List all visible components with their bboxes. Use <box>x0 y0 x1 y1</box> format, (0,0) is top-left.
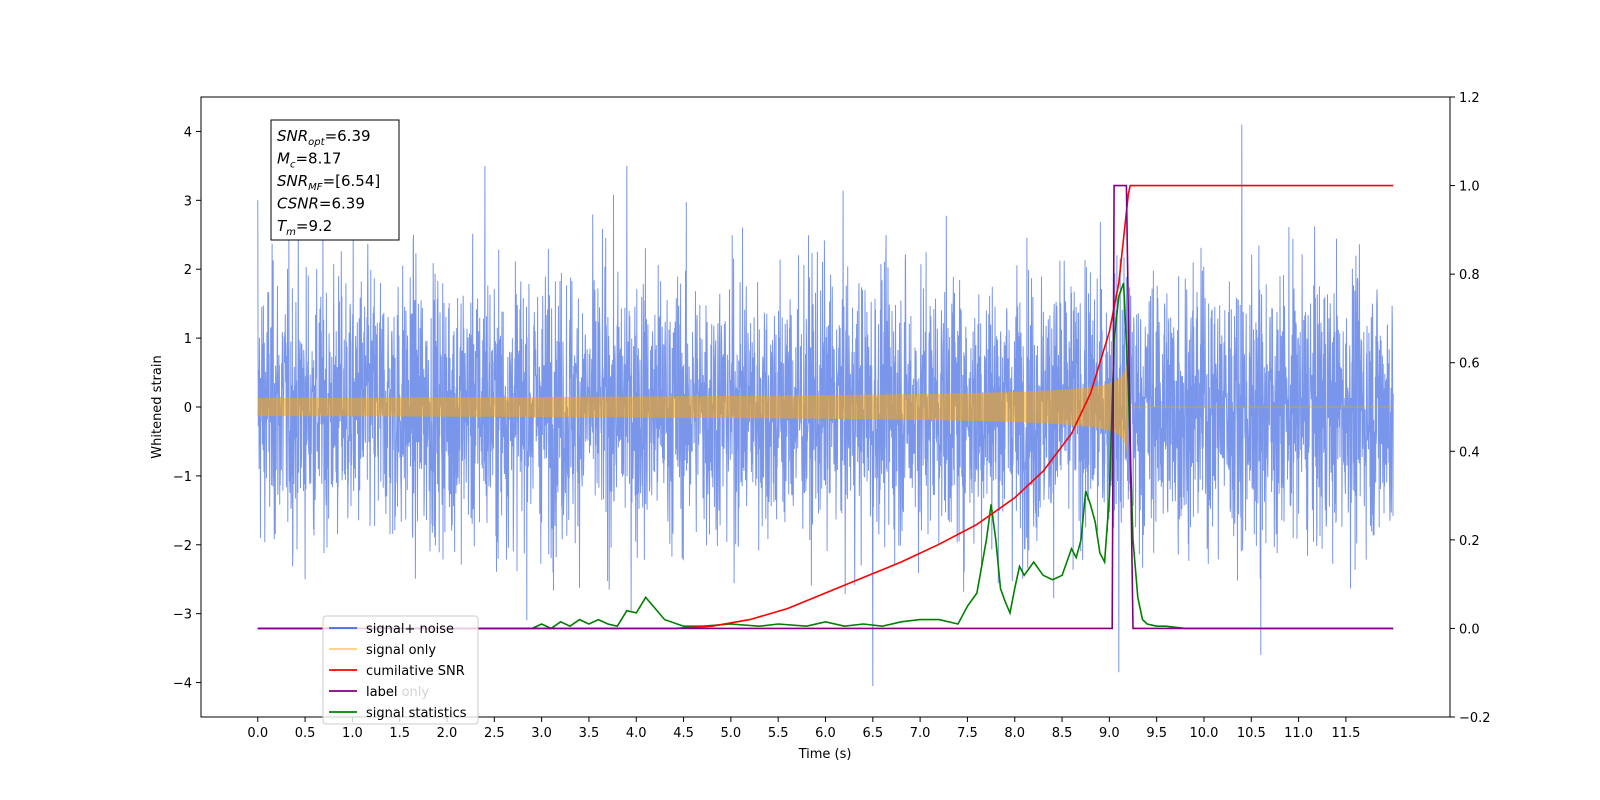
plot-area <box>257 124 1394 687</box>
y-axis-label: Whitened strain <box>150 355 165 458</box>
stat-subscript: opt <box>308 137 325 148</box>
legend-label: signal only <box>366 643 436 658</box>
x-tick-label: 11.0 <box>1284 726 1313 741</box>
x-tick-label: 2.0 <box>437 726 458 741</box>
series-signal-only <box>257 347 1394 460</box>
x-tick-label: 8.5 <box>1052 726 1073 741</box>
legend-label: signal statistics <box>366 706 467 721</box>
stats-box-line: SNRopt=6.39 <box>277 127 371 148</box>
stats-box-line: SNRMF=[6.54] <box>277 172 380 193</box>
stat-subscript: c <box>290 160 296 171</box>
y-tick-label: 2 <box>184 263 192 278</box>
stats-box-line: Mc=8.17 <box>277 150 341 171</box>
x-tick-label: 3.5 <box>579 726 600 741</box>
y-right-tick-label: 1.0 <box>1459 180 1480 195</box>
x-tick-label: 0.0 <box>247 726 268 741</box>
stat-subscript: m <box>286 227 296 238</box>
stat-symbol: T <box>277 217 288 235</box>
y-axis-left: −4 −3 −2 −1 0 1 2 3 4 <box>173 125 201 692</box>
x-axis-label: Time (s) <box>798 747 852 762</box>
legend-label: label <box>366 685 397 700</box>
legend-label-hidden: label only <box>366 685 429 700</box>
stat-value: =6.39 <box>325 127 371 145</box>
x-tick-label: 6.0 <box>815 726 836 741</box>
x-tick-label: 3.0 <box>531 726 552 741</box>
y-right-tick-label: 0.0 <box>1459 622 1480 637</box>
y-axis-right: −0.2 0.0 0.2 0.4 0.6 0.8 1.0 1.2 <box>1450 91 1491 726</box>
stat-value: =6.39 <box>319 195 365 213</box>
y-tick-label: 0 <box>184 401 192 416</box>
legend-label: cumilative SNR <box>366 664 465 679</box>
stat-value: =[6.54] <box>323 172 381 190</box>
y-tick-label: −4 <box>173 677 192 692</box>
x-tick-label: 7.5 <box>957 726 978 741</box>
x-tick-label: 7.0 <box>910 726 931 741</box>
stat-symbol: SNR <box>277 172 308 190</box>
series-signal-noise <box>257 124 1394 687</box>
series-cumulative-snr <box>257 184 1394 630</box>
x-tick-label: 9.0 <box>1099 726 1120 741</box>
stat-subscript: MF <box>308 182 323 193</box>
x-tick-label: 6.5 <box>862 726 883 741</box>
stat-value: =8.17 <box>295 150 341 168</box>
y-tick-label: −2 <box>173 539 192 554</box>
y-tick-label: −3 <box>173 608 192 623</box>
x-tick-label: 2.5 <box>484 726 505 741</box>
y-right-tick-label: 0.2 <box>1459 534 1480 549</box>
stat-symbol: CSNR <box>277 195 319 213</box>
x-tick-label: 4.0 <box>626 726 647 741</box>
x-tick-label: 10.0 <box>1190 726 1219 741</box>
series-label <box>257 184 1394 630</box>
x-tick-label: 8.0 <box>1004 726 1025 741</box>
x-tick-label: 1.0 <box>342 726 363 741</box>
x-tick-label: 10.5 <box>1237 726 1266 741</box>
y-right-tick-label: −0.2 <box>1459 711 1491 726</box>
x-axis: 0.0 0.5 1.0 1.5 2.0 2.5 3.0 3.5 4.0 4.5 5.0 5.5 6.0 6… <box>247 717 1360 741</box>
stats-box-line: Tm=9.2 <box>277 217 332 238</box>
y-tick-label: 1 <box>184 332 192 347</box>
y-right-tick-label: 0.4 <box>1459 445 1480 460</box>
stats-box-frame <box>270 119 400 241</box>
x-tick-label: 11.5 <box>1331 726 1360 741</box>
stats-box-line: CSNR=6.39 <box>277 195 365 213</box>
series-signal-statistics <box>257 282 1394 630</box>
x-tick-label: 1.5 <box>389 726 410 741</box>
legend: label only signal+ noise signal only cumila… <box>322 615 479 725</box>
y-right-tick-label: 0.6 <box>1459 357 1480 372</box>
y-right-tick-label: 1.2 <box>1459 91 1480 106</box>
y-tick-label: 3 <box>184 194 192 209</box>
x-tick-label: 5.5 <box>768 726 789 741</box>
stat-value: =9.2 <box>296 217 332 235</box>
legend-label: signal+ noise <box>366 622 454 637</box>
stat-symbol: M <box>277 150 290 168</box>
y-right-tick-label: 0.8 <box>1459 268 1480 283</box>
stat-symbol: SNR <box>277 127 308 145</box>
x-tick-label: 5.0 <box>721 726 742 741</box>
x-tick-label: 4.5 <box>673 726 694 741</box>
y-tick-label: 4 <box>184 125 192 140</box>
y-tick-label: −1 <box>173 470 192 485</box>
legend-frame <box>322 615 479 725</box>
stats-box: SNRopt=6.39Mc=8.17SNRMF=[6.54]CSNR=6.39T… <box>270 119 400 241</box>
x-tick-label: 9.5 <box>1146 726 1167 741</box>
x-tick-label: 0.5 <box>295 726 316 741</box>
